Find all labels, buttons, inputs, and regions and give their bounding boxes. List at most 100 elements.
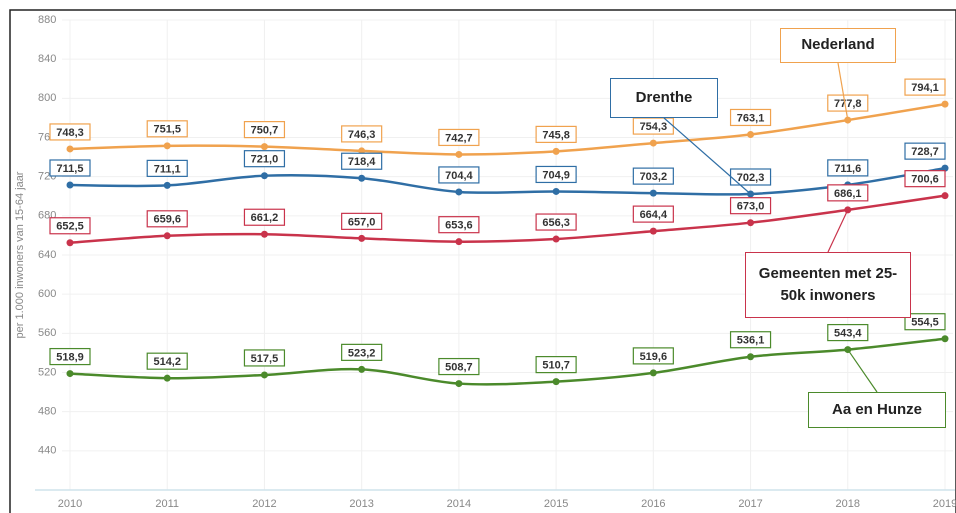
point bbox=[163, 374, 171, 382]
value-label-box bbox=[729, 197, 772, 215]
y-tick-label: 480 bbox=[38, 406, 56, 418]
value-label: 519,6 bbox=[640, 351, 668, 363]
value-label-box bbox=[535, 213, 577, 231]
value-label-box bbox=[827, 184, 869, 202]
value-label: 523,2 bbox=[348, 347, 376, 359]
point bbox=[649, 189, 657, 197]
frame bbox=[9, 9, 956, 513]
value-label: 514,2 bbox=[153, 356, 181, 368]
value-label: 686,1 bbox=[834, 188, 862, 200]
value-label-box bbox=[341, 343, 383, 361]
value-label: 703,2 bbox=[640, 171, 668, 183]
value-label-box bbox=[49, 123, 91, 141]
value-label: 704,4 bbox=[445, 170, 473, 182]
value-label: 657,0 bbox=[348, 216, 376, 228]
value-label-box bbox=[243, 208, 286, 226]
point bbox=[552, 378, 560, 386]
value-label: 777,8 bbox=[834, 98, 862, 110]
point bbox=[163, 142, 171, 150]
value-label-box bbox=[827, 159, 869, 177]
value-label: 704,9 bbox=[542, 169, 570, 181]
value-label-box bbox=[243, 121, 286, 139]
point bbox=[747, 353, 755, 361]
point bbox=[455, 188, 463, 196]
point bbox=[552, 235, 560, 243]
value-label: 652,5 bbox=[56, 221, 84, 233]
y-axis-label: per 1.000 inwoners van 15-64 jaar bbox=[14, 171, 26, 338]
value-label: 536,1 bbox=[737, 335, 765, 347]
value-label: 751,5 bbox=[153, 124, 181, 136]
value-label-box bbox=[146, 210, 188, 228]
value-label: 664,4 bbox=[640, 209, 668, 221]
value-label-box bbox=[49, 217, 91, 235]
x-tick-label: 2018 bbox=[836, 498, 860, 510]
value-label-box bbox=[146, 352, 188, 370]
x-tick-label: 2012 bbox=[252, 498, 276, 510]
x-tick-label: 2016 bbox=[641, 498, 665, 510]
point bbox=[260, 172, 268, 180]
series-line bbox=[69, 102, 946, 156]
value-label: 508,7 bbox=[445, 361, 473, 373]
value-label: 518,9 bbox=[56, 351, 84, 363]
x-tick-label: 2019 bbox=[933, 498, 956, 510]
value-label: 659,6 bbox=[153, 214, 181, 226]
value-label: 748,3 bbox=[56, 127, 84, 139]
value-label: 745,8 bbox=[542, 129, 570, 141]
x-tick-label: 2010 bbox=[58, 498, 82, 510]
point bbox=[941, 100, 949, 108]
value-label-box bbox=[438, 216, 480, 234]
value-label: 794,1 bbox=[911, 82, 939, 94]
y-tick-label: 440 bbox=[38, 445, 56, 457]
value-label: 517,5 bbox=[251, 353, 279, 365]
x-tick-label: 2014 bbox=[447, 498, 471, 510]
point bbox=[66, 370, 74, 378]
point bbox=[260, 230, 268, 238]
point bbox=[747, 219, 755, 227]
value-label-box bbox=[243, 150, 286, 168]
point bbox=[358, 174, 366, 182]
point bbox=[649, 369, 657, 377]
value-label: 721,0 bbox=[251, 154, 279, 166]
x-tick-label: 2015 bbox=[544, 498, 568, 510]
point bbox=[941, 192, 949, 200]
value-label-box bbox=[49, 347, 91, 366]
point bbox=[552, 187, 560, 195]
value-label: 653,6 bbox=[445, 220, 473, 232]
callout-leader bbox=[827, 209, 849, 253]
value-label-box bbox=[632, 167, 674, 185]
legend-entry: Drenthe bbox=[610, 78, 718, 118]
value-label: 711,5 bbox=[57, 163, 84, 175]
point bbox=[941, 164, 949, 172]
value-label-box bbox=[243, 349, 286, 367]
value-label-box bbox=[904, 78, 946, 96]
point bbox=[455, 380, 463, 388]
y-tick-label: 840 bbox=[38, 53, 56, 65]
point bbox=[66, 145, 74, 153]
point bbox=[66, 239, 74, 247]
callout-leader bbox=[663, 117, 751, 195]
y-tick-label: 600 bbox=[38, 288, 56, 300]
value-label: 673,0 bbox=[737, 201, 765, 213]
callout-leader bbox=[847, 349, 878, 393]
value-label: 750,7 bbox=[251, 125, 279, 137]
value-label-box bbox=[49, 159, 91, 177]
value-label-box bbox=[438, 128, 480, 147]
y-tick-label: 880 bbox=[38, 14, 56, 26]
point bbox=[455, 238, 463, 246]
value-label: 711,1 bbox=[154, 163, 181, 175]
point bbox=[260, 143, 268, 151]
value-label-box bbox=[729, 108, 772, 127]
point bbox=[649, 227, 657, 235]
value-label: 543,4 bbox=[834, 327, 862, 339]
y-tick-label: 640 bbox=[38, 249, 56, 261]
value-label: 746,3 bbox=[348, 129, 376, 141]
value-label: 700,6 bbox=[911, 174, 939, 186]
series-line bbox=[69, 166, 946, 196]
value-label-box bbox=[904, 170, 946, 188]
point bbox=[260, 371, 268, 379]
value-label-box bbox=[146, 159, 188, 177]
x-tick-label: 2013 bbox=[349, 498, 373, 510]
value-label-box bbox=[632, 205, 674, 223]
